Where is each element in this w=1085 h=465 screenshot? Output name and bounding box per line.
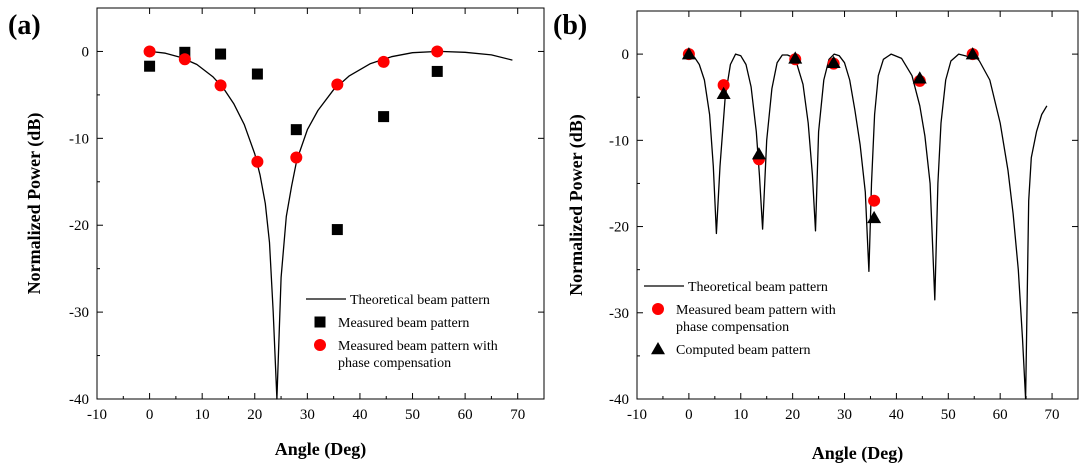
x-tick-label: 60 bbox=[458, 407, 473, 423]
y-tick-label: -30 bbox=[609, 306, 629, 322]
panel-label: (a) bbox=[8, 10, 41, 41]
series-1-square-point-6 bbox=[378, 111, 390, 123]
legend-entry-text: Measured beam pattern bbox=[338, 316, 469, 331]
x-tick-label: 60 bbox=[993, 407, 1008, 423]
y-tick-label: -10 bbox=[609, 133, 629, 149]
x-tick-label: 20 bbox=[785, 407, 800, 423]
legend: Theoretical beam pattern Measured beam pa… bbox=[644, 280, 836, 358]
series-2-circle-point-0 bbox=[143, 45, 156, 58]
chart-panel-b: -10 0 10 20 30 40 50 60 70 -40 -30 -20 -10 0 Angle (De… bbox=[553, 10, 1079, 464]
x-tick-label: -10 bbox=[627, 407, 647, 423]
x-tick-label: 50 bbox=[941, 407, 956, 423]
series-1-square bbox=[144, 46, 443, 236]
x-tick-label: 70 bbox=[510, 407, 525, 423]
y-tick-label: -10 bbox=[69, 131, 89, 147]
x-axis-title: Angle (Deg) bbox=[812, 443, 903, 464]
x-tick-label: 30 bbox=[300, 407, 315, 423]
x-tick-label: 40 bbox=[889, 407, 904, 423]
plot-frame bbox=[96, 7, 545, 400]
legend-swatch-point-2 bbox=[651, 342, 665, 355]
series-2-triangle-point-0 bbox=[681, 47, 696, 60]
legend-entry-text: phase compensation bbox=[676, 320, 789, 335]
legend-entry-text: Measured beam pattern with bbox=[338, 339, 498, 354]
legend-entry-text: phase compensation bbox=[338, 356, 451, 371]
x-tick-label: -10 bbox=[87, 407, 107, 423]
y-axis-title: Normalized Power (dB) bbox=[24, 113, 45, 295]
panel-label: (b) bbox=[553, 10, 587, 41]
x-tick-label: 0 bbox=[685, 407, 693, 423]
series-2-triangle-point-5 bbox=[867, 210, 882, 224]
legend: Theoretical beam pattern Measured beam pa… bbox=[306, 293, 498, 371]
series-2-triangle-point-1 bbox=[716, 86, 731, 100]
legend-swatch-point-1 bbox=[652, 303, 664, 315]
y-tick-label: 0 bbox=[82, 44, 90, 60]
x-tick-label: 70 bbox=[1045, 407, 1060, 423]
x-axis-title: Angle (Deg) bbox=[275, 439, 366, 460]
series-2-circle-point-3 bbox=[251, 155, 264, 168]
plot-frame bbox=[636, 10, 1079, 400]
series-2-circle bbox=[143, 45, 444, 168]
y-tick-label: -40 bbox=[609, 392, 629, 408]
legend-swatch-point-2 bbox=[314, 339, 326, 351]
legend-entry-text: Measured beam pattern with bbox=[676, 303, 836, 318]
y-tick-label: -30 bbox=[69, 305, 89, 321]
series-2-circle-point-2 bbox=[214, 79, 227, 92]
y-axis-title: Normalized Power (dB) bbox=[566, 114, 587, 296]
y-tick-label: -20 bbox=[609, 220, 629, 236]
series-2-circle-point-6 bbox=[377, 55, 390, 68]
series-2-triangle-point-3 bbox=[788, 51, 803, 64]
x-tick-label: 0 bbox=[146, 407, 154, 423]
series-1-square-point-7 bbox=[431, 65, 443, 77]
series-2-triangle-point-6 bbox=[912, 71, 927, 84]
y-tick-label: -20 bbox=[69, 218, 89, 234]
series-0-line bbox=[688, 53, 1048, 400]
legend-swatch-point-1 bbox=[314, 316, 326, 328]
series-1-square-point-4 bbox=[290, 124, 302, 136]
x-tick-label: 20 bbox=[247, 407, 262, 423]
series-1-square-point-3 bbox=[251, 68, 263, 80]
series-1-circle bbox=[682, 48, 979, 207]
series-2-circle-point-4 bbox=[290, 151, 303, 164]
series-1-square-point-2 bbox=[215, 48, 227, 60]
series-1-square-point-0 bbox=[144, 60, 156, 72]
series-2-circle-point-7 bbox=[431, 45, 444, 58]
legend-entry-text: Theoretical beam pattern bbox=[350, 293, 490, 308]
x-tick-label: 50 bbox=[405, 407, 420, 423]
series-2-triangle-point-7 bbox=[965, 47, 980, 60]
chart-panel-a: -10 0 10 20 30 40 50 60 70 -40 -30 -20 -10 0 Angle (De… bbox=[8, 7, 545, 460]
series-1-square-point-1 bbox=[179, 46, 191, 58]
legend-entry-text: Theoretical beam pattern bbox=[688, 280, 828, 295]
legend-entry-text: Computed beam pattern bbox=[676, 343, 811, 358]
series-2-circle-point-5 bbox=[331, 78, 344, 91]
series-2-triangle bbox=[681, 47, 980, 224]
x-tick-label: 10 bbox=[733, 407, 748, 423]
series-2-triangle-point-4 bbox=[826, 55, 841, 68]
theoretical-beam-line bbox=[688, 53, 1048, 400]
y-tick-label: 0 bbox=[622, 47, 630, 63]
x-tick-label: 10 bbox=[195, 407, 210, 423]
series-1-circle-point-1 bbox=[717, 79, 730, 92]
x-tick-label: 40 bbox=[352, 407, 367, 423]
y-tick-label: -40 bbox=[69, 392, 89, 408]
series-1-circle-point-5 bbox=[868, 194, 881, 207]
series-1-square-point-5 bbox=[331, 224, 343, 236]
x-tick-label: 30 bbox=[837, 407, 852, 423]
series-2-triangle-point-2 bbox=[751, 147, 766, 160]
series-2-circle-point-1 bbox=[178, 53, 191, 66]
